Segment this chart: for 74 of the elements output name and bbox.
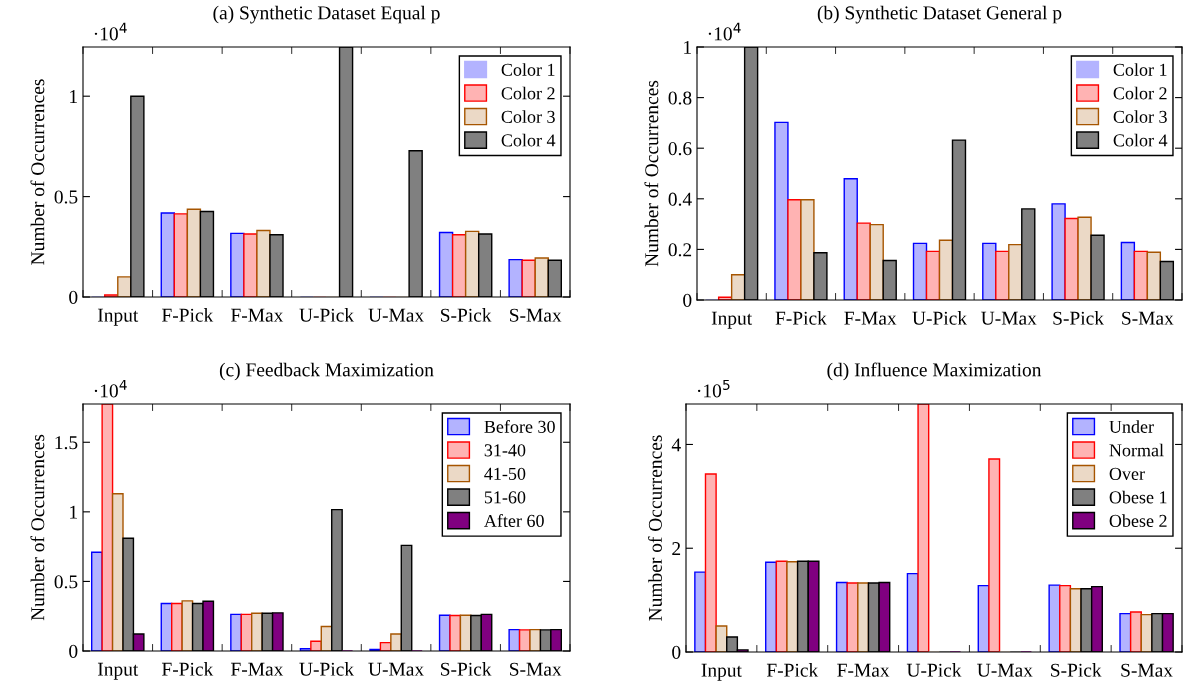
legend-label: Over	[1109, 467, 1145, 480]
chart-title: (a) Synthetic Dataset Equal p	[213, 5, 440, 24]
legend-label: Color 1	[1113, 63, 1167, 76]
y-tick-label: 0.5	[54, 575, 78, 589]
y-axis-title: Number of Occurrences	[644, 80, 659, 267]
x-tick-label: F-Max	[231, 308, 284, 322]
legend-label: Obese 2	[1109, 514, 1167, 527]
x-tick-label: S-Pick	[441, 662, 492, 676]
legend-label: After 60	[484, 514, 544, 527]
x-tick-label: S-Pick	[1051, 663, 1102, 677]
text: ·10$^{4}$	[708, 22, 741, 41]
legend-label: Color 4	[1113, 133, 1168, 147]
y-tick-label: 0.6	[668, 142, 692, 156]
x-tick-label: U-Pick	[299, 308, 355, 322]
legend-label: Color 2	[501, 86, 555, 100]
text: ·10$^{5}$	[698, 379, 730, 398]
y-tick-label: 0	[69, 644, 78, 658]
legend-label: Color 3	[501, 110, 555, 123]
x-tick-label: F-Pick	[161, 662, 214, 676]
legend-label: Color 3	[1113, 110, 1167, 123]
legend-label: Color 4	[501, 133, 556, 147]
x-tick-label: F-Max	[844, 311, 897, 325]
y-tick-label: 1	[70, 505, 77, 519]
x-tick-label: S-Pick	[441, 308, 492, 322]
legend-label: Obese 1	[1109, 490, 1167, 504]
x-tick-label: S-Max	[1121, 663, 1173, 677]
text: ·10$^{4}$	[94, 22, 127, 41]
legend-label: 51-60	[484, 491, 526, 504]
legend-label: Color 1	[501, 63, 555, 76]
y-tick-label: 0.5	[54, 190, 78, 204]
x-tick-label: S-Max	[510, 662, 562, 676]
x-tick-label: U-Max	[368, 308, 424, 322]
legend-label: 41-50	[484, 467, 526, 480]
y-tick-label: 4	[671, 438, 681, 452]
y-tick-label: 0.4	[668, 192, 692, 206]
chart-title: (c) Feedback Maximization	[219, 362, 434, 381]
x-tick-label: U-Pick	[299, 662, 355, 676]
x-tick-label: Input	[97, 308, 139, 326]
x-tick-label: S-Max	[1122, 311, 1174, 325]
x-tick-label: F-Pick	[766, 663, 819, 677]
x-tick-label: Input	[711, 311, 753, 329]
y-axis-title: Number of Occurrences	[30, 79, 45, 265]
x-tick-label: U-Max	[368, 662, 424, 676]
y-tick-label: 0	[672, 645, 681, 659]
y-tick-label: 0	[69, 290, 78, 304]
x-tick-label: Input	[97, 662, 139, 680]
x-tick-label: U-Pick	[906, 663, 962, 677]
x-tick-label: F-Max	[231, 662, 284, 676]
y-tick-label: 1	[70, 90, 77, 103]
x-tick-label: F-Pick	[775, 311, 827, 325]
x-tick-label: U-Pick	[912, 311, 968, 325]
legend-label: Under	[1109, 420, 1154, 433]
y-axis-title: Number of Occurrences	[648, 435, 662, 621]
text: ·10$^{4}$	[94, 379, 127, 398]
y-tick-label: 1	[684, 40, 691, 54]
legend-label: Color 2	[1113, 86, 1167, 100]
y-tick-label: 2	[672, 542, 681, 555]
legend-label: Before 30	[484, 420, 555, 433]
x-tick-label: S-Pick	[1053, 311, 1104, 325]
chart-title: (d) Influence Maximization	[827, 362, 1042, 381]
x-tick-label: Input	[701, 663, 742, 681]
y-axis-title: Number of Occurrences	[30, 434, 45, 621]
x-tick-label: U-Max	[977, 663, 1033, 677]
x-tick-label: S-Max	[510, 308, 562, 322]
y-tick-label: 0	[683, 293, 692, 307]
chart-title: (b) Synthetic Dataset General p	[817, 5, 1062, 24]
legend-label: Normal	[1109, 443, 1164, 457]
legend-label: 31-40	[484, 444, 526, 457]
x-tick-label: F-Max	[837, 663, 890, 677]
y-tick-label: 0.2	[668, 243, 692, 257]
x-tick-label: F-Pick	[161, 308, 214, 322]
x-tick-label: U-Max	[981, 311, 1037, 325]
y-tick-label: 0.8	[668, 91, 692, 105]
y-tick-label: 1.5	[55, 436, 78, 450]
